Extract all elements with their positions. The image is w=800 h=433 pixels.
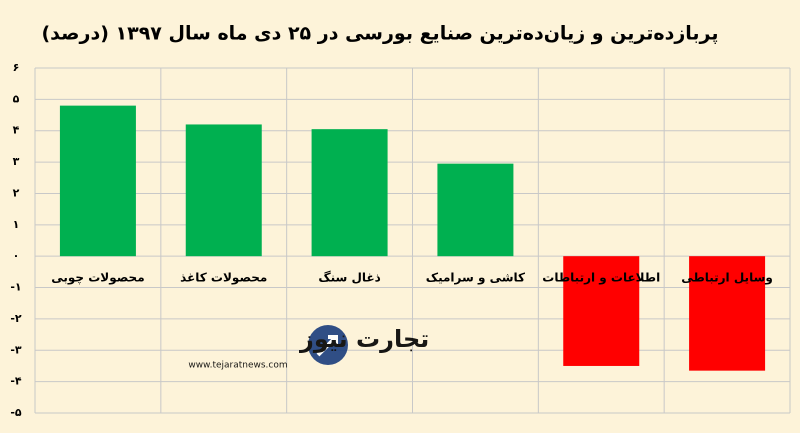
bar xyxy=(437,163,514,257)
y-tick-label: -۵ xyxy=(10,406,22,419)
logo-url: www.tejaratnews.com xyxy=(188,361,287,371)
category-label: ذغال سنگ xyxy=(318,271,380,285)
y-tick-label: ۲ xyxy=(13,186,20,199)
y-tick-label: ۶ xyxy=(13,61,20,74)
bar xyxy=(563,256,640,366)
category-label: کاشی و سرامیک xyxy=(426,271,525,286)
logo-text: تجارت نیوز xyxy=(299,325,429,353)
y-tick-label: -۲ xyxy=(10,312,22,325)
logo-arrow xyxy=(316,335,338,357)
category-label: محصولات کاغذ xyxy=(180,271,267,286)
category-label: وسایل ارتباطی xyxy=(681,271,773,286)
y-tick-label: ۱ xyxy=(13,218,20,231)
bar xyxy=(689,256,766,371)
y-tick-label: -۳ xyxy=(10,343,22,356)
chart-title: پربازده‌ترین و زیان‌ده‌ترین صنایع بورسی … xyxy=(42,23,719,45)
y-tick-label: -۱ xyxy=(10,281,21,294)
category-label: محصولات چوبی xyxy=(51,271,144,286)
watermark: تجارت نیوز www.tejaratnews.com xyxy=(188,325,429,371)
y-tick-label: ۳ xyxy=(13,155,20,168)
y-tick-label: ۴ xyxy=(13,124,20,137)
y-tick-label: ۵ xyxy=(13,92,20,105)
category-label: اطلاعات و ارتباطات xyxy=(542,271,660,286)
bar xyxy=(185,124,262,257)
bar xyxy=(311,129,388,257)
bar xyxy=(59,105,136,257)
y-tick-label: ۰ xyxy=(13,249,20,262)
y-tick-label: -۴ xyxy=(10,375,22,388)
